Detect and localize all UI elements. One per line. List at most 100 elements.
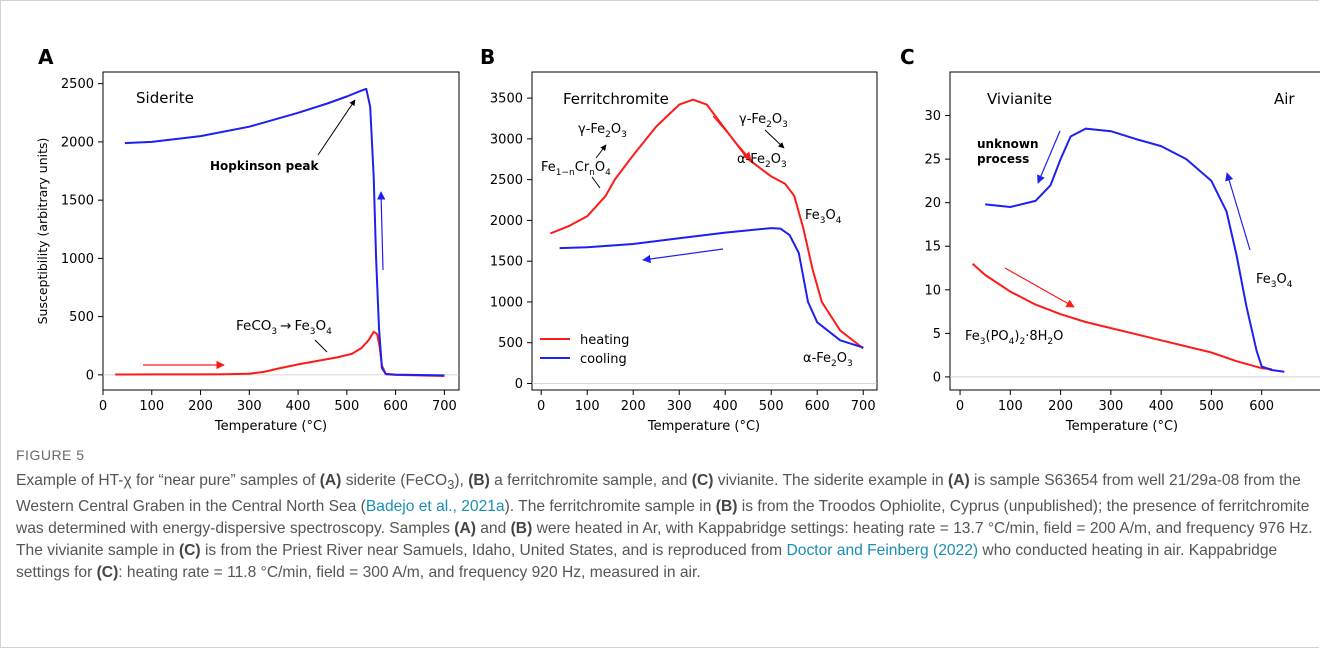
- caption-segment: who conducted heating in air. Kappabridg…: [16, 542, 1278, 582]
- caption-segment: (B): [510, 520, 533, 538]
- caption-citation-link[interactable]: Doctor and Feinberg (2022): [786, 542, 979, 560]
- x-tick-label: 100: [998, 399, 1023, 414]
- annotation-gamma-fe2o3-right: γ-Fe2O3: [739, 112, 788, 130]
- chart-title-b: Ferritchromite: [563, 90, 669, 108]
- plot-frame-b: [531, 71, 878, 391]
- caption-segment: is from the Priest River near Samuels, I…: [200, 542, 787, 560]
- annotation-vivianite-formula: Fe3(PO4)2·8H2O: [965, 329, 1063, 347]
- annotation-alpha-fe2o3-top: α-Fe2O3: [737, 152, 787, 170]
- caption-segment: ). The ferritchromite sample in: [504, 498, 716, 516]
- caption-segment: (A): [454, 520, 476, 538]
- caption-segment: (C): [96, 564, 119, 582]
- caption-segment: : heating rate = 11.8 °C/min, field = 30…: [118, 564, 701, 582]
- y-tick-label: 15: [924, 240, 941, 255]
- annotation-gamma-fe2o3-left: γ-Fe2O3: [578, 122, 627, 140]
- plot-frame-a: [102, 71, 460, 391]
- series-line-cooling: [985, 127, 1285, 373]
- y-tick-label: 500: [498, 336, 523, 351]
- corner-label-air: Air: [1274, 90, 1295, 108]
- annotation-fe3o4-b: Fe3O4: [805, 208, 842, 226]
- y-tick-label: 30: [924, 109, 941, 124]
- hopkinson-peak-arrow: [317, 99, 356, 156]
- annotation-hopkinson-peak: Hopkinson peak: [210, 159, 319, 173]
- x-tick-label: 400: [1149, 399, 1174, 414]
- figure-caption: FIGURE 5 Example of HT-χ for “near pure”…: [16, 446, 1316, 584]
- caption-segment: ),: [454, 472, 469, 489]
- y-tick-label: 3500: [490, 92, 523, 107]
- x-tick-label: 600: [805, 399, 830, 414]
- caption-text: Example of HT-χ for “near pure” samples …: [16, 470, 1316, 584]
- y-axis-label-a: Susceptibility (arbitrary units): [35, 138, 50, 325]
- annotation-unknown-process-line2: process: [977, 152, 1029, 166]
- caption-segment: and: [475, 520, 511, 538]
- y-tick-label: 2500: [61, 77, 94, 92]
- caption-segment: vivianite. The siderite example in: [713, 472, 949, 489]
- x-axis-label-c: Temperature (°C): [1065, 419, 1178, 434]
- caption-segment: (A): [948, 472, 970, 489]
- legend-b: heating cooling: [540, 333, 629, 367]
- x-tick-label: 600: [1249, 399, 1274, 414]
- legend-label-heating: heating: [580, 333, 629, 348]
- legend-label-cooling: cooling: [580, 352, 627, 367]
- y-tick-label: 1500: [490, 255, 523, 270]
- x-tick-label: 600: [383, 399, 408, 414]
- annotation-fe1-ncrno4: Fe1−nCrnO4: [541, 160, 611, 178]
- y-tick-label: 20: [924, 196, 941, 211]
- y-tick-label: 25: [924, 153, 941, 168]
- y-tick-label: 10: [924, 283, 941, 298]
- caption-segment: a ferritchromite sample, and: [489, 472, 692, 489]
- x-axis-label-b: Temperature (°C): [647, 419, 760, 434]
- fe1-ncrno4-pointer-line: [591, 176, 601, 189]
- caption-segment: Example of HT-χ for “near pure” samples …: [16, 472, 320, 489]
- series-line-heating: [550, 98, 864, 350]
- y-tick-label: 5: [933, 327, 941, 342]
- x-tick-label: 200: [188, 399, 213, 414]
- cooling-direction-arrow-a: [376, 191, 386, 271]
- x-tick-label: 0: [956, 399, 964, 414]
- x-tick-label: 0: [99, 399, 107, 414]
- x-tick-label: 500: [1199, 399, 1224, 414]
- y-tick-label: 2000: [490, 214, 523, 229]
- caption-segment: 3: [447, 477, 455, 493]
- series-line-cooling: [559, 227, 864, 349]
- figure-label: FIGURE 5: [16, 447, 85, 463]
- y-tick-label: 0: [86, 368, 94, 383]
- x-tick-label: 300: [237, 399, 262, 414]
- cooling-direction-arrow-b: [642, 248, 724, 264]
- series-line-heating: [115, 330, 445, 377]
- caption-segment: (B): [715, 498, 738, 516]
- figure-charts: A B C Siderite Temperature (°C) Suscepti…: [35, 45, 1320, 434]
- caption-segment: were heated in Ar, with Kappabridge sett…: [16, 520, 1313, 560]
- y-tick-label: 2500: [490, 173, 523, 188]
- caption-segment: (C): [178, 542, 201, 560]
- y-tick-label: 2000: [61, 135, 94, 150]
- y-tick-label: 500: [69, 310, 94, 325]
- annotation-fe3o4-c: Fe3O4: [1256, 272, 1293, 290]
- caption-segment: is from the Troodos Ophiolite, Cyprus (u…: [16, 498, 1310, 538]
- chart-title-a: Siderite: [136, 89, 194, 107]
- panel-letter-b: B: [480, 45, 495, 69]
- annotation-unknown-process: unknown: [977, 137, 1038, 151]
- x-tick-label: 700: [851, 399, 876, 414]
- x-tick-label: 200: [621, 399, 646, 414]
- x-tick-label: 0: [537, 399, 545, 414]
- x-tick-label: 300: [667, 399, 692, 414]
- annotation-alpha-fe2o3-bottom: α-Fe2O3: [803, 351, 853, 369]
- x-tick-label: 700: [432, 399, 457, 414]
- y-tick-label: 0: [933, 370, 941, 385]
- caption-segment: (B): [468, 472, 490, 489]
- gamma-to-alpha-arrow: [764, 129, 785, 149]
- caption-citation-link[interactable]: Badejo et al., 2021a: [365, 498, 505, 516]
- series-line-cooling: [124, 87, 445, 377]
- panel-a-chart: Siderite Temperature (°C) Susceptibility…: [35, 71, 460, 434]
- series-line-heating: [971, 262, 1272, 371]
- x-tick-label: 200: [1048, 399, 1073, 414]
- annotation-feco3-fe3o4: FeCO3 → Fe3O4: [236, 318, 332, 337]
- y-tick-label: 3000: [490, 132, 523, 147]
- caption-segment: is sample S63654 from well 21/29a-08 fro…: [16, 472, 1301, 516]
- x-tick-label: 400: [286, 399, 311, 414]
- x-axis-label-a: Temperature (°C): [214, 419, 327, 434]
- unknown-process-arrow: [1037, 130, 1061, 184]
- gamma-fe2o3-left-arrow: [595, 144, 607, 159]
- heating-direction-arrow-b: [712, 115, 752, 161]
